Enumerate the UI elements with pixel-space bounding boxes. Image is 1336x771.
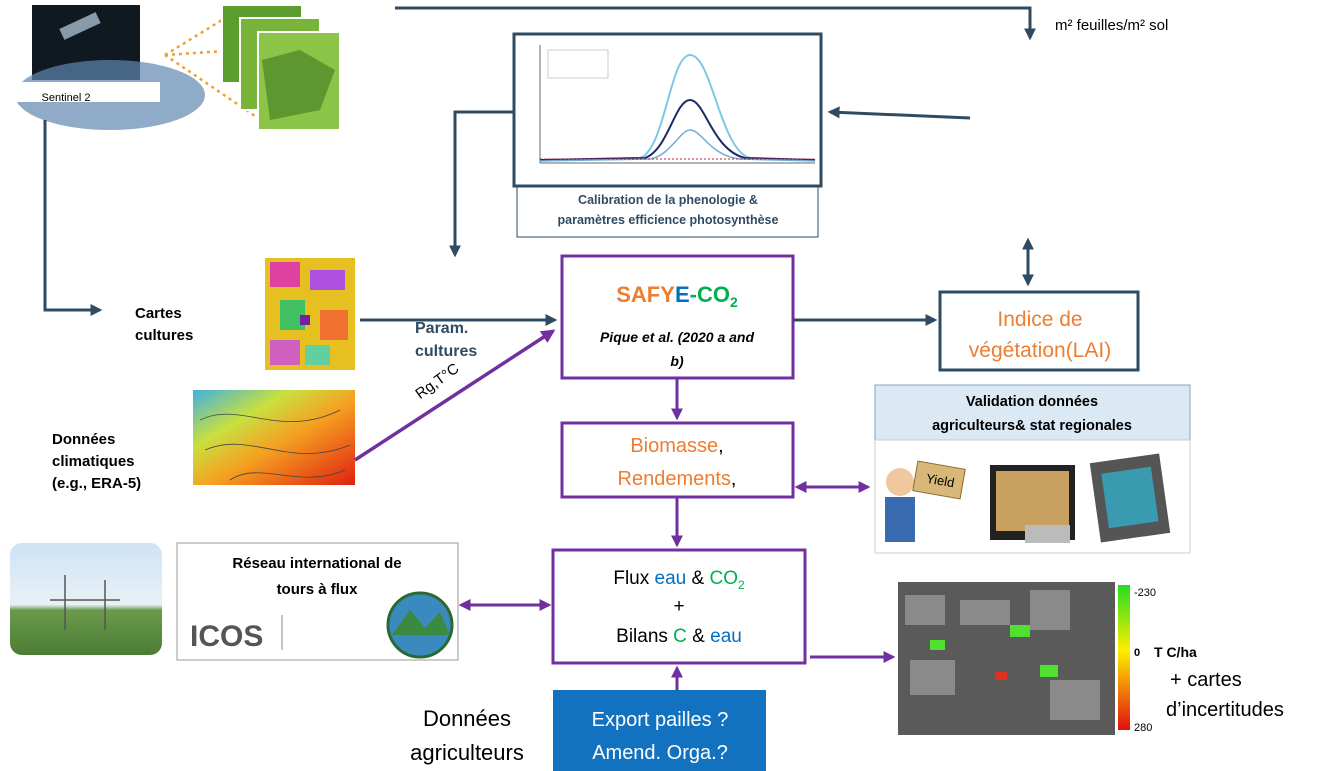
satellite-label: Sentinel 2 xyxy=(42,92,91,104)
model-ref: Pique et al. (2020 a and xyxy=(600,329,755,345)
arrow xyxy=(827,106,971,120)
model-part: SAFY xyxy=(616,282,675,307)
t: Bilans xyxy=(616,626,673,647)
t: & xyxy=(686,568,709,589)
t: & xyxy=(687,626,710,647)
scale xyxy=(1025,525,1070,543)
lai-box xyxy=(938,290,1140,372)
cartes-label: cultures xyxy=(135,327,193,344)
arrow xyxy=(43,120,103,316)
param-label: cultures xyxy=(415,343,477,360)
farmer xyxy=(885,497,915,542)
climate-map xyxy=(193,390,355,485)
climate-label: climatiques xyxy=(52,453,135,470)
farmers-label: Données xyxy=(423,706,511,731)
map-note: d’incertitudes xyxy=(1166,699,1284,721)
punct: , xyxy=(731,468,737,490)
flux-line: Bilans C & eau xyxy=(616,626,742,647)
crop-patches xyxy=(270,262,348,365)
map-unit: T C/ha xyxy=(1154,644,1197,660)
isobars xyxy=(199,409,351,481)
t: Flux xyxy=(613,568,654,589)
satellite-body xyxy=(59,12,101,40)
farmers-label: agriculteurs xyxy=(410,740,524,765)
calibration-caption: Calibration de la phenologie & xyxy=(578,193,758,207)
validation-label: agriculteurs& stat regionales xyxy=(932,418,1132,434)
climate-label: Données xyxy=(52,431,115,448)
tower-photo xyxy=(10,543,162,655)
map-parcels xyxy=(905,590,1100,720)
model-box xyxy=(560,254,795,380)
network-label: tours à flux xyxy=(277,581,359,598)
field xyxy=(262,50,335,120)
model-name: SAFYE-CO2 xyxy=(616,282,738,310)
punct: , xyxy=(718,435,724,457)
curve xyxy=(539,53,816,161)
cartes-label: Cartes xyxy=(135,305,182,322)
colorbar-label: 280 xyxy=(1134,722,1152,734)
climate-label: (e.g., ERA-5) xyxy=(52,475,141,492)
t: eau xyxy=(655,568,687,589)
arrow xyxy=(395,6,1036,41)
model-part: 2 xyxy=(730,294,738,310)
validation-label: Validation données xyxy=(966,394,1098,410)
colorbar xyxy=(1118,585,1130,730)
t: eau xyxy=(710,626,742,647)
flux-plus: + xyxy=(673,596,684,617)
export-box xyxy=(553,690,766,771)
arrow xyxy=(354,329,556,462)
colorbar-label: 0 xyxy=(1134,647,1140,659)
param-label: Param. xyxy=(415,320,468,337)
model-ref: b) xyxy=(670,353,684,369)
drone-map xyxy=(1101,466,1159,529)
flux-line: Flux eau & CO2 xyxy=(613,568,745,592)
export-label: Amend. Orga.? xyxy=(592,742,728,764)
model-part: -CO xyxy=(690,282,730,307)
map-hotspot xyxy=(995,672,1007,680)
arrow xyxy=(449,110,513,258)
t: 2 xyxy=(738,578,745,592)
t: C xyxy=(673,626,687,647)
yield-sign xyxy=(912,460,966,500)
validation-box xyxy=(874,384,1191,441)
flux-box xyxy=(551,548,807,665)
yield-sign-label: Yield xyxy=(925,471,956,491)
curve xyxy=(539,98,816,161)
map-hotspots xyxy=(930,625,1058,677)
biomass-box xyxy=(560,421,795,499)
calibration-caption-box xyxy=(516,186,819,238)
legend xyxy=(547,49,609,79)
lai-label: végétation(LAI) xyxy=(969,339,1111,362)
network-logo xyxy=(392,610,450,635)
top-unit: m² feuilles/m² sol xyxy=(1055,17,1168,34)
network-label: Réseau international de xyxy=(232,555,401,572)
mask xyxy=(0,82,160,102)
colorbar-label: -230 xyxy=(1134,587,1156,599)
biomass-word: Biomasse xyxy=(630,435,718,457)
icos-logo: ICOS xyxy=(190,620,263,653)
field-photo xyxy=(996,471,1069,531)
lai-label: Indice de xyxy=(997,308,1082,331)
curve xyxy=(539,129,816,162)
map-note: + cartes xyxy=(1170,669,1242,691)
biomass-label: Biomasse, xyxy=(630,435,723,457)
biomass-label: Rendements, xyxy=(618,468,737,490)
yield-word: Rendements xyxy=(618,468,731,490)
t: CO xyxy=(709,568,738,589)
tower xyxy=(50,575,120,630)
calibration-caption: paramètres efficience photosynthèse xyxy=(558,213,779,227)
export-label: Export pailles ? xyxy=(592,709,729,731)
farmer xyxy=(886,468,914,496)
model-part: E xyxy=(675,282,690,307)
